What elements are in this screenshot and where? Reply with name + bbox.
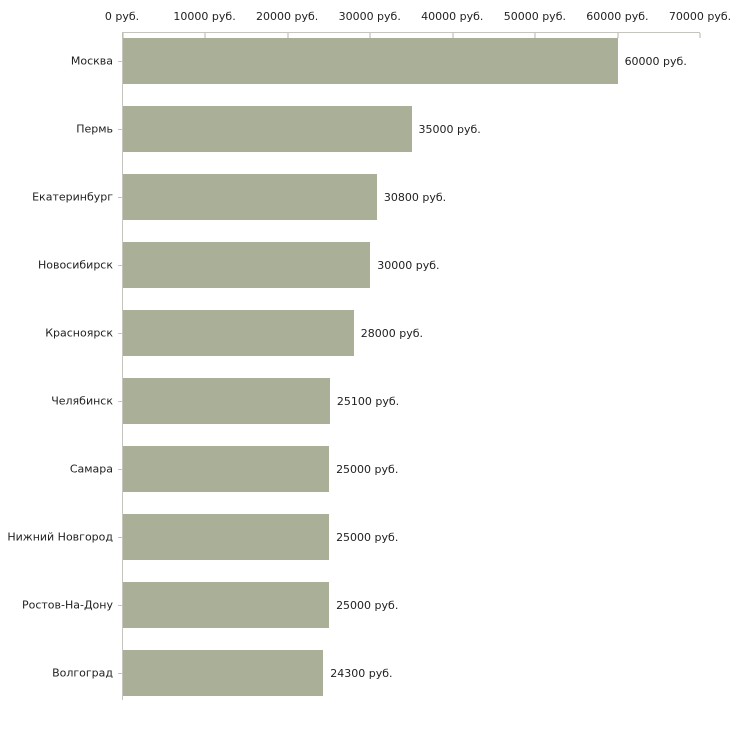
x-axis-tick <box>617 33 619 38</box>
x-axis-tick-label: 10000 руб. <box>173 10 236 23</box>
plot-area: Москва 60000 руб. Пермь 35000 руб. Екате… <box>7 32 701 700</box>
value-label: 30000 руб. <box>377 258 440 272</box>
x-axis-tick-label: 20000 руб. <box>256 10 319 23</box>
category-label: Самара <box>69 462 113 476</box>
bar-row-rostov-na-donu: Ростов-На-Дону 25000 руб. <box>22 582 700 628</box>
bar-row-chelyabinsk: Челябинск 25100 руб. <box>51 378 700 424</box>
category-tick <box>118 129 122 130</box>
category-label: Екатеринбург <box>32 190 113 204</box>
value-label: 25000 руб. <box>336 462 399 476</box>
value-label: 24300 руб. <box>330 666 393 680</box>
category-label: Волгоград <box>52 666 113 680</box>
bar-row-volgograd: Волгоград 24300 руб. <box>52 650 700 696</box>
category-tick <box>118 401 122 402</box>
x-axis-tick-label: 0 руб. <box>104 10 140 23</box>
bar-row-samara: Самара 25000 руб. <box>70 446 700 492</box>
bar-row-perm: Пермь 35000 руб. <box>76 106 700 152</box>
bar <box>123 446 330 492</box>
x-axis-tick <box>287 33 289 38</box>
category-label: Красноярск <box>45 326 113 340</box>
x-axis-tick <box>369 33 371 38</box>
category-tick <box>118 265 122 266</box>
bar-row-novosibirsk: Новосибирск 30000 руб. <box>38 242 700 288</box>
bar <box>123 650 324 696</box>
bar <box>123 514 330 560</box>
x-axis: 0 руб. 10000 руб. 20000 руб. 30000 руб. … <box>105 10 730 24</box>
category-tick <box>118 673 122 674</box>
value-label: 35000 руб. <box>418 122 481 136</box>
category-label: Пермь <box>76 122 113 136</box>
bar-row-nizhniy-novgorod: Нижний Новгород 25000 руб. <box>7 514 700 560</box>
x-axis-tick <box>534 33 536 38</box>
category-tick <box>118 333 122 334</box>
bar <box>123 38 618 84</box>
category-label: Челябинск <box>51 394 113 408</box>
value-label: 28000 руб. <box>360 326 424 340</box>
category-tick <box>118 197 122 198</box>
category-label: Москва <box>70 54 113 68</box>
x-axis-tick-label: 40000 руб. <box>421 10 484 23</box>
bar-row-krasnoyarsk: Красноярск 28000 руб. <box>45 310 700 356</box>
x-axis-tick-label: 30000 руб. <box>338 10 401 23</box>
bar-row-moskva: Москва 60000 руб. <box>71 38 700 84</box>
bar <box>123 174 377 220</box>
x-axis-tick-label: 70000 руб. <box>668 10 730 23</box>
category-tick <box>118 469 122 470</box>
x-axis-tick <box>204 33 206 38</box>
bar <box>123 242 371 288</box>
x-axis-tick <box>452 33 454 38</box>
category-label: Новосибирск <box>37 258 113 272</box>
category-label: Нижний Новгород <box>7 530 113 544</box>
category-label: Ростов-На-Дону <box>21 598 113 612</box>
value-label: 30800 руб. <box>383 190 447 204</box>
value-label: 60000 руб. <box>624 54 687 68</box>
value-label: 25000 руб. <box>336 530 399 544</box>
value-label: 25100 руб. <box>336 394 400 408</box>
value-label: 25000 руб. <box>336 598 399 612</box>
x-axis-tick-label: 50000 руб. <box>503 10 566 23</box>
bar <box>123 106 412 152</box>
x-axis-tick <box>122 33 124 38</box>
category-tick <box>118 605 122 606</box>
bar <box>123 310 354 356</box>
x-axis-tick <box>699 33 701 38</box>
x-axis-tick-label: 60000 руб. <box>586 10 649 23</box>
category-tick <box>118 61 122 62</box>
bar-row-ekaterinburg: Екатеринбург 30800 руб. <box>32 174 700 220</box>
category-tick <box>118 537 122 538</box>
bar <box>123 378 330 424</box>
bar <box>123 582 330 628</box>
